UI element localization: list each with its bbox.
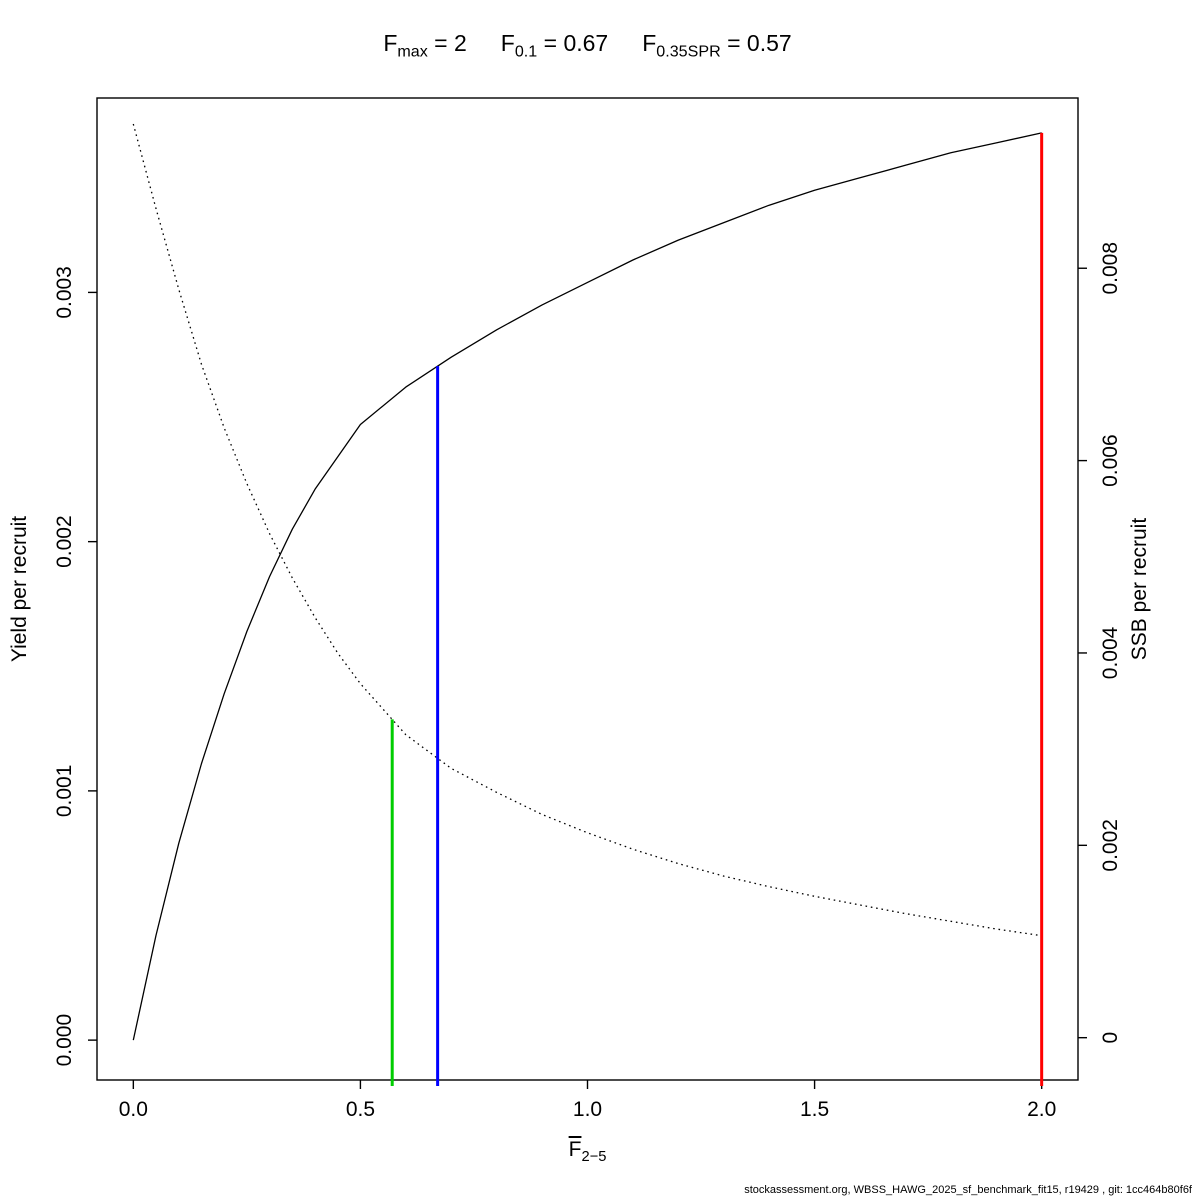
title-f035spr: F0.35SPR = 0.57 xyxy=(642,30,792,61)
y-right-tick-label: 0 xyxy=(1099,1032,1122,1044)
x-axis-title-fbar: F xyxy=(568,1138,582,1161)
x-axis-title-sub: 2−5 xyxy=(581,1149,607,1166)
x-axis-tick-label: 2.0 xyxy=(1027,1098,1056,1121)
footer-run-info: stockassessment.org, WBSS_HAWG_2025_sf_b… xyxy=(744,1184,1192,1196)
y-left-tick-label: 0.000 xyxy=(53,1014,76,1067)
y-left-tick-label: 0.002 xyxy=(53,515,76,568)
plot-box xyxy=(96,97,1079,1081)
y-left-tick-label: 0.001 xyxy=(53,765,76,818)
x-axis-tick-label: 0.5 xyxy=(346,1098,375,1121)
y-left-tick-label: 0.003 xyxy=(53,266,76,319)
y-right-tick-label: 0.008 xyxy=(1099,242,1122,295)
x-axis-tick-label: 1.5 xyxy=(800,1098,829,1121)
y-right-axis-title: SSB per recruit xyxy=(1128,518,1151,661)
chart-title: Fmax = 2 F0.1 = 0.67 F0.35SPR = 0.57 xyxy=(97,30,1078,62)
y-right-tick-label: 0.004 xyxy=(1099,626,1122,679)
title-fmax: Fmax = 2 xyxy=(383,30,467,61)
y-left-axis-title: Yield per recruit xyxy=(8,516,31,662)
y-right-tick-label: 0.002 xyxy=(1099,819,1122,872)
x-axis-title: F2−5 xyxy=(97,1138,1078,1165)
title-f01: F0.1 = 0.67 xyxy=(500,30,609,61)
x-axis-tick-label: 1.0 xyxy=(573,1098,602,1121)
x-axis-tick-label: 0.0 xyxy=(119,1098,148,1121)
y-right-tick-label: 0.006 xyxy=(1099,434,1122,487)
series-ssb-per-recruit xyxy=(132,123,1042,937)
series-yield-per-recruit xyxy=(132,132,1042,1041)
